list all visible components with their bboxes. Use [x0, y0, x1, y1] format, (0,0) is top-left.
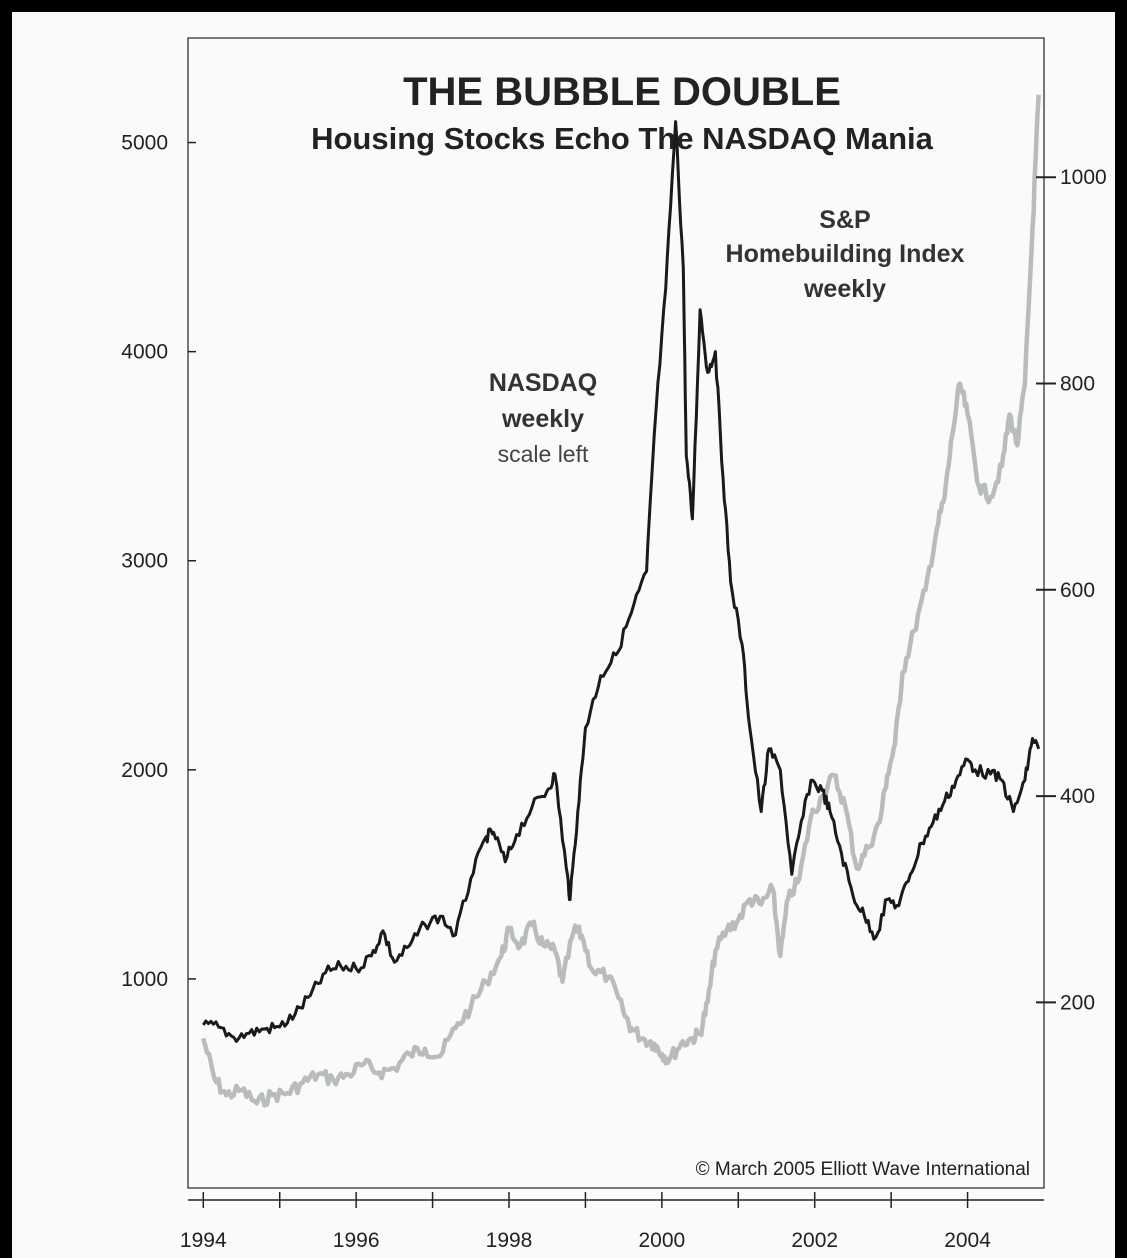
x-tick-label: 1994	[180, 1229, 227, 1252]
homebuilding-label-line-3: weekly	[803, 275, 886, 303]
homebuilding-series-line	[201, 94, 1041, 1108]
series-layer	[201, 94, 1041, 1108]
chart-title: THE BUBBLE DOUBLE	[403, 70, 841, 114]
copyright-note: © March 2005 Elliott Wave International	[696, 1159, 1030, 1180]
left-tick-label: 1000	[121, 968, 168, 991]
right-tick-label: 200	[1060, 991, 1095, 1014]
homebuilding-label-line-2: Homebuilding Index	[726, 240, 965, 268]
left-tick-label: 2000	[121, 759, 168, 782]
bottom-axis: 1994 1996 1998 2000 2002 2004	[180, 1192, 1044, 1252]
x-tick-label: 2000	[638, 1229, 685, 1252]
left-tick-label: 5000	[121, 132, 168, 155]
nasdaq-series-line	[202, 120, 1041, 1043]
left-tick-label: 4000	[121, 341, 168, 364]
nasdaq-label-line-2: weekly	[501, 405, 584, 433]
left-tick-label: 3000	[121, 550, 168, 573]
plot-area	[187, 37, 1045, 1189]
right-tick-label: 400	[1060, 785, 1095, 808]
homebuilding-annotation: S&P Homebuilding Index weekly	[726, 206, 965, 303]
x-tick-label: 1996	[333, 1229, 380, 1252]
right-axis: 200 400 600 800 1000	[1036, 166, 1107, 1014]
left-axis: 1000 2000 3000 4000 5000	[121, 132, 196, 991]
right-tick-label: 800	[1060, 373, 1095, 396]
homebuilding-label-line-1: S&P	[819, 206, 870, 234]
nasdaq-label-line-1: NASDAQ	[489, 369, 597, 397]
x-tick-label: 1998	[486, 1229, 533, 1252]
x-tick-label: 2002	[791, 1229, 838, 1252]
chart-subtitle: Housing Stocks Echo The NASDAQ Mania	[311, 121, 934, 156]
nasdaq-label-line-3: scale left	[498, 441, 589, 467]
nasdaq-annotation: NASDAQ weekly scale left	[489, 369, 597, 467]
x-tick-label: 2004	[944, 1229, 991, 1252]
right-tick-label: 600	[1060, 579, 1095, 602]
right-tick-label: 1000	[1060, 166, 1107, 189]
